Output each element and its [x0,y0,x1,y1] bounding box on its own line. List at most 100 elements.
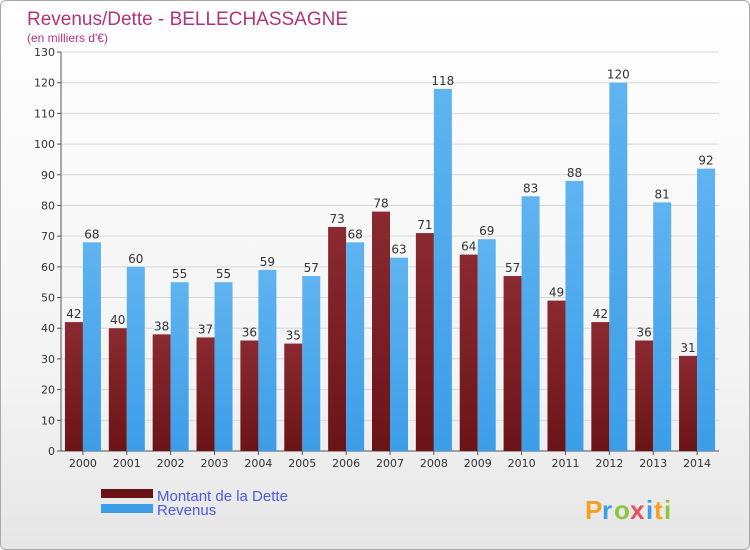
y-tick-label: 30 [41,353,55,366]
data-label-revenue: 118 [431,74,454,88]
bar-revenue [477,239,496,451]
bar-debt [64,322,83,451]
data-label-revenue: 92 [698,154,713,168]
x-tick-label: 2006 [332,457,360,470]
legend-swatch-revenue [101,504,153,513]
data-label-debt: 36 [242,326,257,340]
data-label-revenue: 55 [172,267,187,281]
data-label-revenue: 57 [304,261,319,275]
data-label-debt: 42 [66,307,81,321]
data-label-revenue: 68 [84,227,99,241]
logo-letter: x [630,495,645,525]
y-tick-label: 100 [34,138,55,151]
bar-revenue [653,202,672,451]
y-tick-label: 10 [41,414,55,427]
data-label-debt: 31 [680,341,695,355]
y-tick-label: 120 [34,77,55,90]
y-tick-label: 130 [34,46,55,59]
legend: Montant de la Dette Revenus [101,488,288,519]
bar-revenue [697,168,716,451]
x-tick-label: 2001 [113,457,141,470]
legend-label-debt: Montant de la Dette [157,488,288,505]
data-label-revenue: 63 [391,243,406,257]
y-tick-label: 90 [41,169,55,182]
bar-revenue [258,269,277,451]
bar-debt [196,337,215,451]
data-label-debt: 57 [505,261,520,275]
bar-revenue [521,196,540,451]
logo-letter: r [602,495,612,525]
x-tick-label: 2011 [551,457,579,470]
x-tick-label: 2008 [420,457,448,470]
y-tick-label: 60 [41,261,55,274]
bar-debt [284,343,303,451]
bars: 4268406038553755365935577368786371118646… [64,68,716,451]
bar-debt [240,340,259,451]
data-label-revenue: 59 [260,255,275,269]
bar-debt [679,355,698,451]
data-label-debt: 38 [154,319,169,333]
data-label-debt: 78 [373,197,388,211]
data-label-debt: 71 [417,218,432,232]
bar-debt [328,226,347,451]
y-tick-label: 80 [41,199,55,212]
chart-subtitle: (en milliers d'€) [27,31,108,45]
data-label-debt: 64 [461,240,476,254]
bar-debt [152,334,171,451]
data-label-revenue: 69 [479,224,494,238]
bar-revenue [565,180,584,451]
bar-debt [459,254,478,451]
data-label-debt: 36 [637,326,652,340]
data-label-revenue: 88 [567,166,582,180]
data-label-revenue: 83 [523,181,538,195]
data-label-debt: 49 [549,286,564,300]
x-tick-label: 2004 [244,457,272,470]
x-tick-label: 2007 [376,457,404,470]
x-tick-label: 2010 [508,457,536,470]
bar-revenue [390,257,408,451]
data-label-revenue: 60 [128,252,143,266]
x-tick-label: 2012 [595,457,623,470]
y-tick-label: 0 [48,445,55,458]
bar-debt [372,211,390,451]
bar-revenue [170,282,189,451]
y-tick-label: 40 [41,322,55,335]
data-label-debt: 40 [110,313,125,327]
data-label-revenue: 55 [216,267,231,281]
bar-revenue [609,82,628,451]
bar-debt [591,322,610,451]
x-tick-label: 2014 [683,457,711,470]
logo-letter: o [614,495,630,525]
bar-debt [503,276,522,451]
x-tick-label: 2013 [639,457,667,470]
data-label-debt: 42 [593,307,608,321]
bar-debt [415,233,434,451]
data-label-revenue: 120 [607,68,630,82]
x-tick-label: 2005 [288,457,316,470]
x-tick-label: 2003 [201,457,229,470]
bar-revenue [433,88,452,451]
y-tick-label: 110 [34,107,55,120]
y-tick-labels: 0 10 20 30 40 50 60 70 80 90 100 110 120 130 [34,46,55,458]
bar-debt [547,300,566,451]
x-tick-label: 2000 [69,457,97,470]
y-tick-label: 50 [41,292,55,305]
logo-letter: P [585,495,602,525]
bar-debt [635,340,654,451]
logo-letter: i [664,495,671,525]
legend-swatch-debt [101,489,153,498]
logo-letter: i [646,495,653,525]
bar-revenue [302,276,321,451]
x-tick-label: 2002 [157,457,185,470]
chart-title: Revenus/Dette - BELLECHASSAGNE [27,9,348,30]
bar-revenue [346,242,365,451]
data-label-debt: 73 [329,212,344,226]
data-label-debt: 35 [286,329,301,343]
logo-letter: t [654,495,663,525]
y-tick-label: 20 [41,384,55,397]
bar-revenue [214,282,233,451]
bar-revenue [82,242,101,451]
